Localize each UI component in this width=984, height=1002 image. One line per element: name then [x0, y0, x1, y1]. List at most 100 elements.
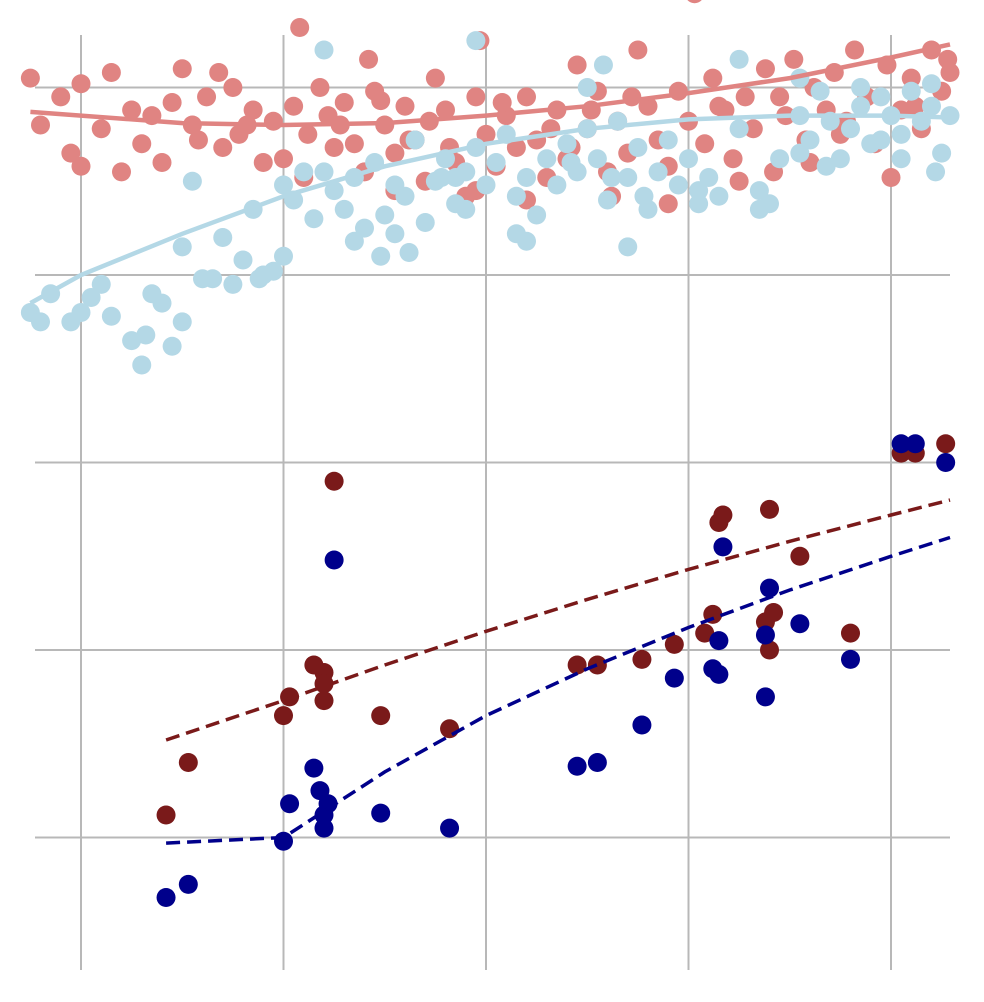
series-0-point-98: [881, 168, 901, 187]
series-2-point-12: [587, 655, 607, 675]
series-1-point-92: [274, 175, 293, 195]
series-3-point-1: [178, 874, 198, 894]
series-2-trend-line: [165, 498, 951, 742]
series-2-point-8: [324, 471, 344, 491]
series-1-point-95: [456, 199, 476, 219]
series-3-point-13: [587, 753, 607, 772]
series-2-point-1: [178, 753, 198, 772]
series-3-point-25: [891, 434, 911, 454]
series-1-point-17: [263, 261, 283, 281]
series-0-point-109: [709, 96, 729, 116]
series-1-point-111: [602, 168, 622, 187]
series-3-point-21: [755, 687, 775, 707]
series-1-point-107: [385, 175, 405, 195]
series-3-point-2: [274, 831, 293, 851]
series-2-point-15: [695, 623, 715, 643]
series-1-point-39: [486, 153, 506, 172]
series-1-point-104: [172, 312, 192, 332]
series-0-point-25: [334, 93, 354, 112]
series-1-point-45: [547, 175, 567, 195]
series-0-point-28: [359, 49, 379, 69]
series-1-point-29: [385, 224, 405, 244]
series-0-point-45: [517, 87, 536, 107]
series-1-point-46: [557, 134, 577, 154]
series-0-point-4: [61, 143, 81, 163]
series-1-point-6: [132, 355, 152, 375]
series-1-point-13: [223, 274, 243, 294]
series-0-point-36: [436, 100, 455, 120]
series-1-point-49: [587, 149, 607, 169]
series-3-point-18: [709, 631, 729, 651]
series-1-point-8: [152, 293, 172, 313]
series-3-points: [156, 434, 956, 907]
series-0-point-21: [298, 124, 318, 144]
series-1-point-89: [91, 274, 111, 294]
series-1-point-32: [415, 213, 435, 232]
series-0-point-0: [20, 68, 40, 88]
series-0-point-113: [938, 49, 958, 69]
series-0-point-11: [197, 87, 217, 107]
series-1-point-110: [561, 153, 581, 172]
series-1-point-3: [81, 288, 101, 307]
series-1-point-10: [182, 171, 202, 191]
series-2-point-14: [664, 634, 684, 654]
series-0-point-19: [284, 96, 304, 116]
series-0-point-68: [743, 119, 763, 139]
series-1-point-21: [304, 209, 324, 229]
series-2-point-7: [314, 691, 334, 711]
series-3-point-24: [841, 649, 860, 669]
series-0-trend-line: [30, 42, 951, 128]
series-0-point-88: [71, 156, 91, 176]
series-1-point-66: [810, 81, 830, 101]
series-1-point-41: [506, 186, 526, 206]
series-0-point-15: [243, 100, 263, 120]
series-2-point-20: [764, 603, 784, 622]
series-1-point-82: [577, 78, 597, 97]
series-1-point-69: [841, 119, 860, 139]
series-0-point-31: [385, 143, 405, 163]
series-1-point-52: [618, 168, 638, 187]
series-1-point-24: [334, 199, 354, 219]
series-0-point-96: [729, 171, 749, 191]
series-3-point-27: [936, 453, 956, 472]
series-0-point-114: [31, 115, 50, 135]
series-0-point-100: [122, 100, 142, 120]
series-0-point-56: [628, 40, 648, 60]
series-1-point-28: [375, 205, 395, 225]
series-1-point-117: [136, 325, 156, 345]
series-0-point-95: [658, 194, 678, 214]
series-0-point-67: [735, 87, 755, 107]
series-2-point-27: [936, 434, 956, 454]
series-1-point-70: [851, 96, 871, 116]
series-2-point-21: [760, 640, 779, 660]
series-0-point-6: [132, 134, 152, 154]
series-1-point-63: [770, 149, 790, 169]
series-1-point-25: [344, 231, 364, 251]
series-0-point-18: [274, 149, 293, 169]
series-2-point-23: [790, 546, 810, 566]
series-1-point-55: [648, 162, 668, 182]
series-1-point-102: [31, 312, 50, 332]
series-1-point-74: [891, 124, 911, 144]
series-0-point-17: [263, 111, 283, 131]
series-1-point-116: [871, 130, 891, 150]
series-1-point-115: [816, 156, 836, 176]
series-0-point-44: [506, 138, 526, 157]
series-0-point-12: [213, 138, 233, 157]
series-1-point-75: [901, 81, 921, 101]
series-1-point-4: [101, 306, 121, 326]
series-0-point-105: [492, 93, 512, 112]
series-0-point-35: [425, 68, 445, 88]
series-1-point-87: [922, 74, 941, 94]
series-1-point-99: [749, 181, 769, 201]
series-3-point-4: [304, 758, 324, 778]
series-0-point-72: [784, 49, 804, 69]
series-1-point-77: [922, 96, 941, 116]
series-0-point-69: [755, 59, 775, 79]
series-2-point-9: [371, 706, 391, 726]
series-0-point-39: [466, 87, 486, 107]
series-2-point-11: [567, 655, 587, 675]
series-3-point-8: [318, 794, 338, 814]
series-0-point-99: [101, 63, 121, 82]
series-1-point-50: [598, 190, 617, 210]
